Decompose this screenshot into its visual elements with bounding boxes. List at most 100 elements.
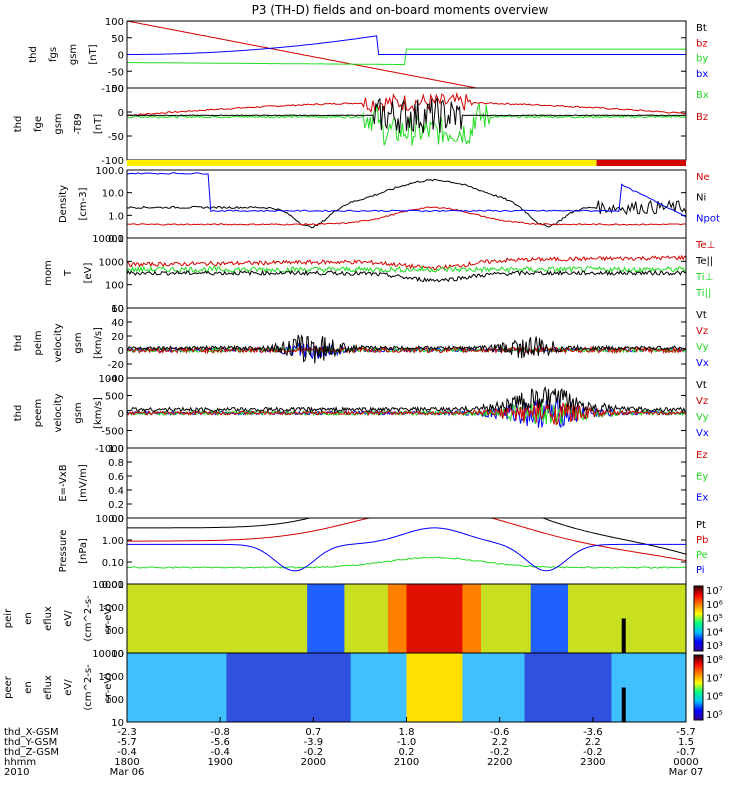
spectrogram-cell (356, 653, 364, 722)
ylabel-line: fge (33, 116, 44, 132)
ylabel-line: eV/ (63, 610, 74, 627)
spectrogram-cell (567, 584, 575, 653)
xaxis-value: -3.9 (304, 737, 324, 748)
panel-ylabel: thd fge gsm -T89 [nT] (13, 113, 104, 135)
spectrogram-cell (331, 584, 339, 653)
spectrogram-cell (648, 584, 656, 653)
ytick-label: 0.8 (108, 458, 124, 469)
ytick-label: 1.0 (108, 211, 124, 222)
ytick-label: 10000 (92, 580, 124, 591)
panel-fgs: thd fgs gsm [nT] 100 50 0 -50 -100 Bt bz by bx (28, 17, 708, 95)
spectrogram-cell (245, 653, 252, 722)
spectrogram-cell (381, 584, 389, 653)
spectrogram-cell (512, 653, 519, 722)
spectrogram-cell (269, 653, 277, 722)
panel-frame (126, 447, 687, 519)
colorbar-label: 10⁶ (706, 600, 723, 611)
ytick-label: 10000 (92, 649, 124, 660)
ytick-label: 1.0 (108, 444, 124, 455)
xaxis-row-label: thd_Y-GSM (4, 737, 57, 748)
spectrogram-cell (623, 584, 631, 653)
panel-mode (127, 160, 686, 166)
spectrogram-cell (294, 584, 302, 653)
ylabel-line: peim (33, 330, 44, 355)
spectrogram-cell (201, 584, 209, 653)
series-ni (127, 178, 686, 229)
series-pi (127, 527, 686, 572)
spectrogram-cell (282, 653, 290, 722)
colorbar-label: 10⁷ (706, 673, 723, 684)
ytick-label: 100 (105, 17, 124, 28)
spectrogram-cell (338, 584, 345, 653)
spectrogram-cell (319, 653, 327, 722)
spectrogram-cell (300, 653, 308, 722)
spectrogram-cell (151, 584, 159, 653)
spectrogram-cell (201, 653, 209, 722)
spectrogram-cell (418, 584, 426, 653)
ylabel-line: (cm^2-s- (83, 664, 94, 711)
xaxis-value: 0000 (673, 757, 698, 768)
spectrogram-cell (623, 653, 631, 722)
colorbar-label: 10⁶ (706, 692, 723, 703)
spectrogram-cell (363, 584, 370, 653)
ylabel-line: T (63, 269, 74, 277)
spectrogram-cell (245, 584, 252, 653)
spectrogram-cell (294, 653, 302, 722)
spectrogram-cell (611, 653, 619, 722)
xaxis-value: Mar 06 (110, 767, 145, 778)
ylabel-line: gsm (73, 332, 84, 353)
ytick-label: 0.1 (108, 234, 124, 245)
ytick-label: 50 (111, 34, 124, 45)
spectrogram-cell (282, 584, 290, 653)
panel-data (127, 653, 686, 722)
legend-entry: Pe (696, 550, 708, 561)
legend-entry: Te|| (695, 256, 713, 267)
spectrogram-cell (679, 653, 686, 722)
spectrogram-cell (375, 653, 383, 722)
spectrogram-cell (654, 584, 662, 653)
spectrogram-cell (263, 653, 271, 722)
spectrogram-cell (474, 653, 482, 722)
spectrogram-cell (387, 653, 395, 722)
legend-entry: Vz (696, 326, 708, 337)
spectrogram-cell (145, 584, 153, 653)
spectrogram-cell (133, 584, 141, 653)
spectrogram-cell (443, 584, 451, 653)
ytick-label: 40 (111, 318, 124, 329)
spectrogram-cell (481, 584, 488, 653)
spectrogram-cell (381, 653, 389, 722)
panel-peir: thdpeirenefluxeV/(cm^2-s-sr-eV)100001000… (3, 580, 723, 660)
ylabel-line: gsm (73, 402, 84, 423)
spectrogram-cell (630, 653, 637, 722)
spectrogram-cell (418, 653, 426, 722)
xaxis-value: -3.6 (583, 727, 603, 738)
panel-efield: E=-VxB [mV/m] 1.0 0.8 0.6 0.4 0.2 0.0 Ez Ey Ex (58, 444, 708, 525)
legend-entry: Vt (696, 310, 707, 321)
legend-entry: Vx (696, 358, 709, 369)
legend-entry: Bx (696, 90, 709, 101)
ylabel-line: (cm^2-s- (83, 595, 94, 642)
spectrogram-cell (474, 584, 482, 653)
spectrogram-cell (151, 653, 159, 722)
legend-entry: Ex (696, 493, 708, 504)
ylabel-line: eflux (43, 606, 54, 631)
spectrogram-cell (213, 653, 221, 722)
spectrogram-cell (512, 584, 519, 653)
spectrogram-cell (220, 584, 227, 653)
panel-data (127, 21, 686, 88)
xaxis-value: 2100 (394, 757, 419, 768)
spectrogram-cell (499, 653, 507, 722)
legend-entry: Ez (696, 450, 708, 461)
data-gap-bar (621, 618, 626, 653)
spectrogram-cell (170, 653, 178, 722)
spectrogram-cell (369, 584, 377, 653)
ytick-label: 0.2 (108, 500, 124, 511)
spectrogram-cell (425, 584, 432, 653)
series-pt (127, 518, 686, 555)
spectrogram-cell (207, 584, 215, 653)
spectrogram-cell (158, 584, 165, 653)
ylabel-line: Pressure (58, 530, 69, 573)
xaxis-value: -2.3 (117, 727, 137, 738)
ytick-label: 1000 (99, 374, 124, 385)
spectrogram-cell (679, 584, 686, 653)
